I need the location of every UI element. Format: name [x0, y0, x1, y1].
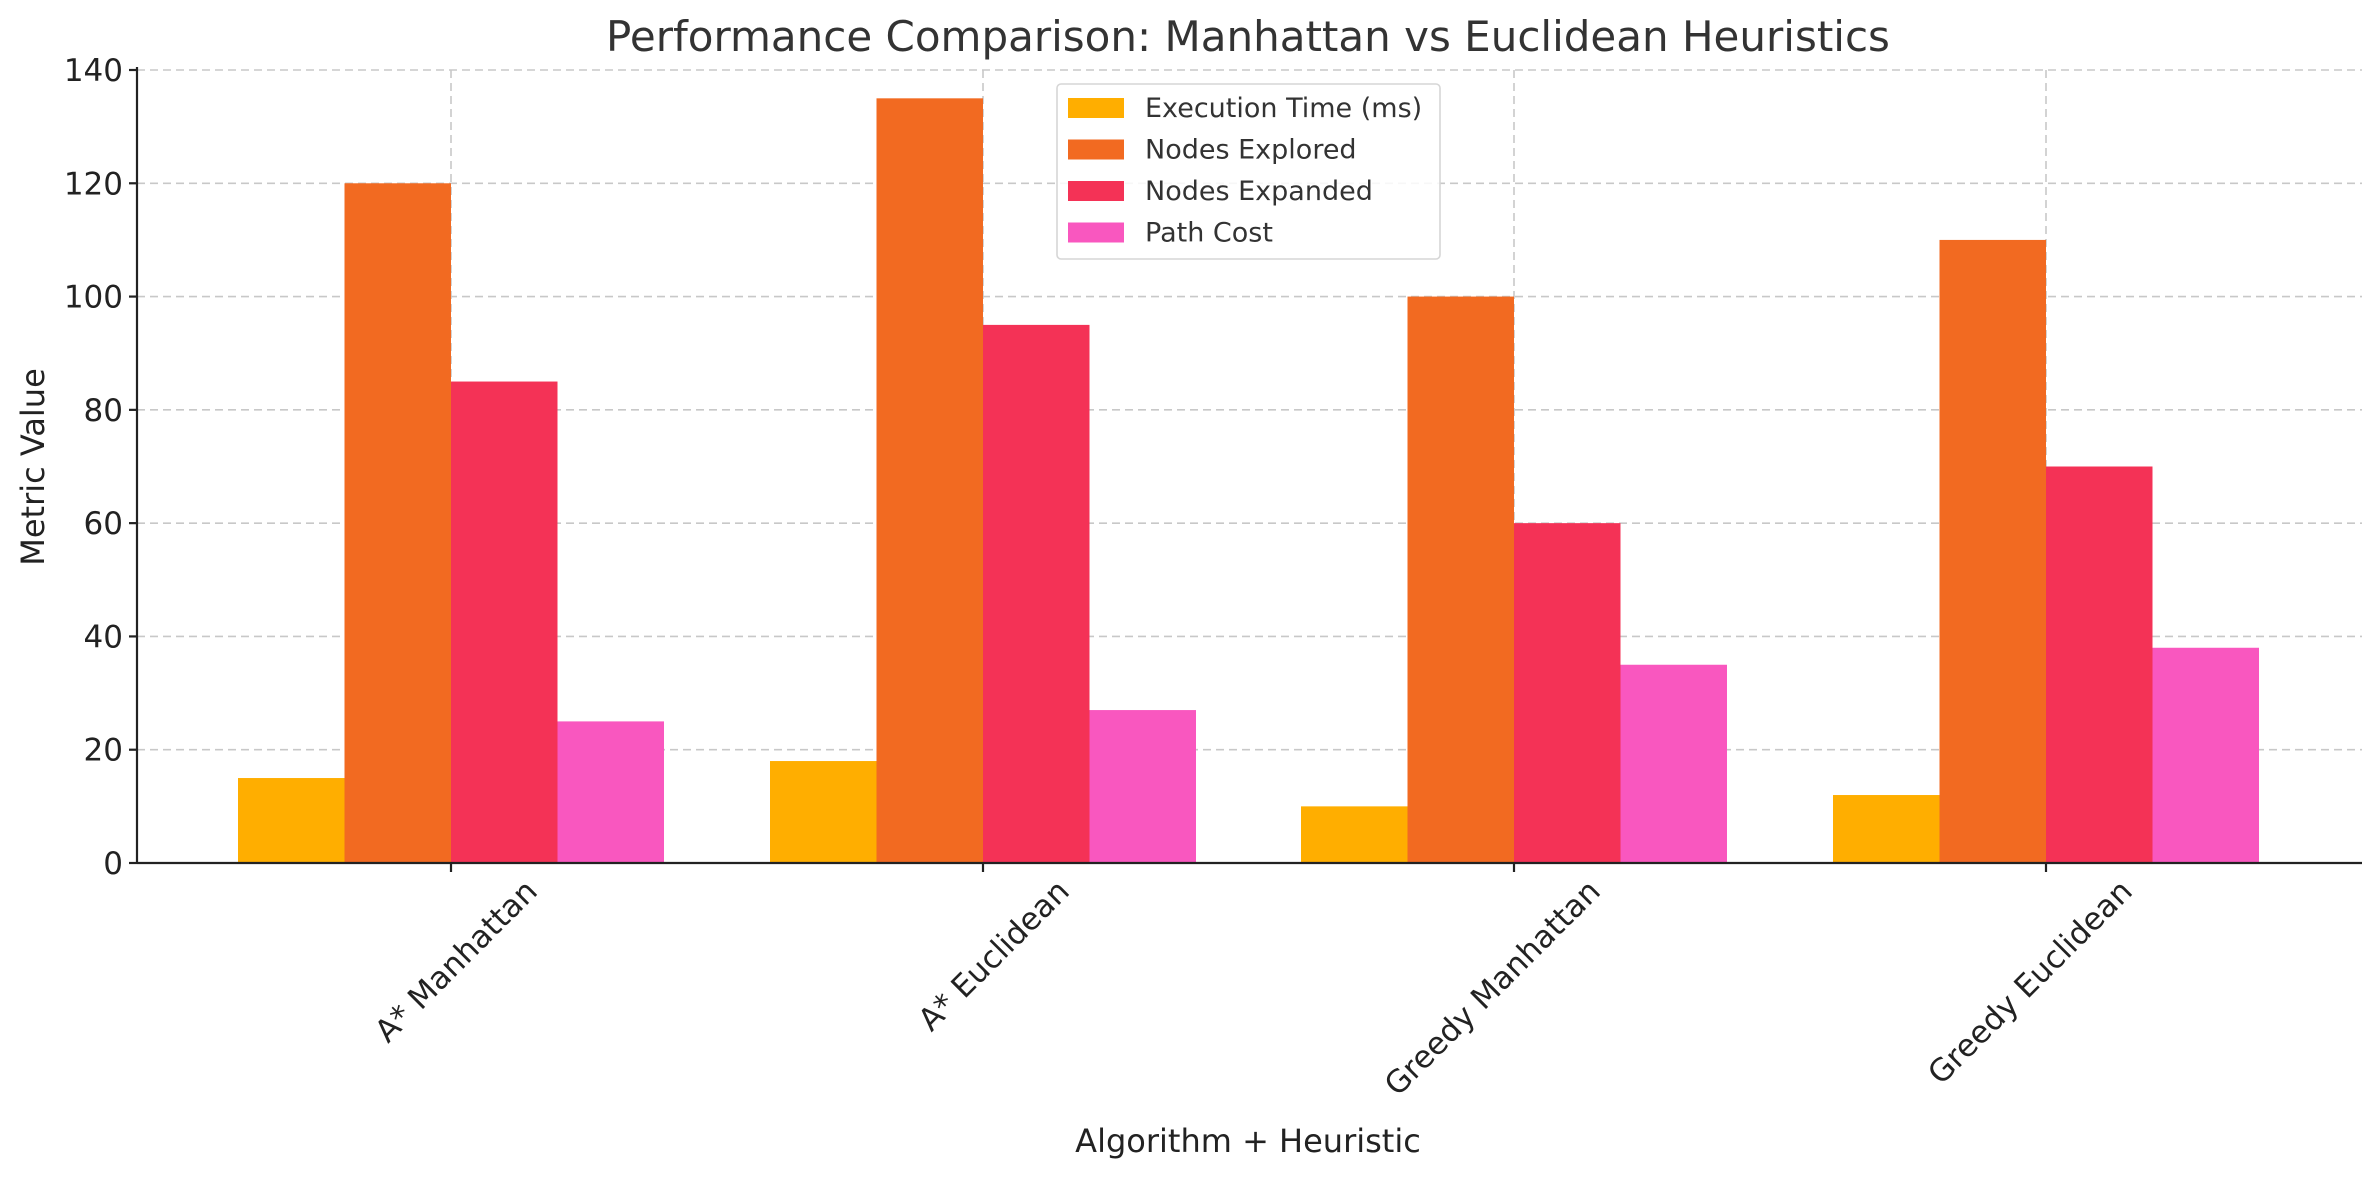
bar-3-3 — [2152, 647, 2259, 863]
bar-3-2 — [2046, 466, 2153, 863]
bar-0-1 — [344, 183, 451, 864]
legend-label: Execution Time (ms) — [1145, 93, 1422, 124]
legend: Execution Time (ms) Nodes Explored Nodes E… — [1056, 83, 1441, 260]
x-tick-label: Greedy Manhattan — [1378, 873, 1608, 1103]
bar-1-2 — [983, 324, 1090, 864]
y-tick-label: 100 — [64, 280, 123, 316]
bar-1-3 — [1089, 710, 1196, 863]
y-tick-labels: 0 20 40 60 80 100 120 140 — [64, 53, 123, 882]
bar-1-1 — [876, 98, 983, 864]
legend-frame — [1056, 83, 1441, 260]
legend-swatch — [1068, 139, 1124, 160]
x-tick-labels: A* Manhattan A* Euclidean Greedy Manhattan… — [368, 873, 2139, 1103]
bar-3-0 — [1833, 795, 1940, 863]
legend-label: Path Cost — [1145, 218, 1273, 249]
y-axis-label: Metric Value — [14, 368, 52, 566]
y-tick-label: 0 — [103, 846, 123, 882]
y-tick-label: 40 — [84, 619, 123, 655]
y-tick-label: 140 — [64, 53, 123, 89]
y-tick-label: 20 — [84, 733, 123, 769]
bars — [238, 98, 2259, 864]
legend-swatch — [1068, 181, 1124, 201]
bar-2-0 — [1301, 806, 1408, 863]
x-axis-label: Algorithm + Heuristic — [1075, 1122, 1421, 1160]
x-tick-label: A* Manhattan — [368, 873, 544, 1049]
legend-swatch — [1068, 98, 1124, 118]
bar-3-1 — [1939, 239, 2046, 863]
bar-1-0 — [770, 761, 877, 863]
legend-swatch — [1068, 222, 1124, 243]
bar-0-2 — [451, 381, 558, 863]
axes — [129, 67, 2362, 872]
bar-2-3 — [1620, 664, 1727, 863]
bar-2-2 — [1514, 523, 1621, 863]
bar-0-3 — [557, 721, 664, 863]
y-tick-label: 120 — [64, 166, 123, 202]
y-tick-label: 80 — [84, 393, 123, 429]
x-tick-label: A* Euclidean — [912, 873, 1077, 1038]
legend-label: Nodes Explored — [1145, 135, 1357, 166]
legend-label: Nodes Expanded — [1145, 176, 1373, 207]
chart-title: Performance Comparison: Manhattan vs Euc… — [606, 12, 1890, 61]
x-tick-label: Greedy Euclidean — [1921, 873, 2140, 1092]
y-tick-label: 60 — [84, 506, 123, 542]
bar-2-1 — [1407, 296, 1514, 864]
bar-0-0 — [238, 778, 345, 863]
